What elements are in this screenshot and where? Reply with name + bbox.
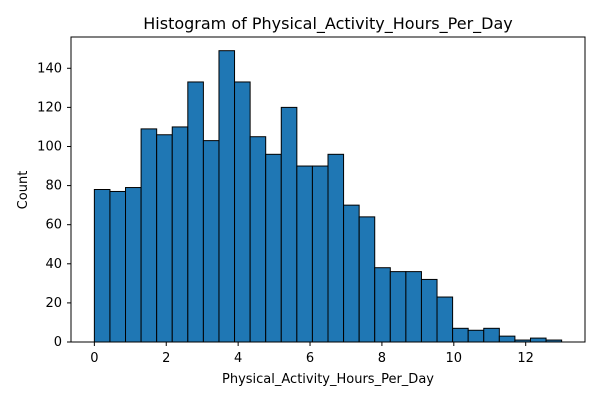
x-tick-label: 4	[234, 351, 242, 366]
histogram-bar	[93, 189, 111, 343]
histogram-bar	[420, 278, 438, 343]
histogram-bar	[311, 165, 329, 343]
histogram-bar	[218, 50, 236, 343]
y-tick-label: 20	[45, 296, 62, 311]
x-tick-label: 10	[446, 351, 463, 366]
chart-title: Histogram of Physical_Activity_Hours_Per…	[143, 14, 512, 34]
histogram-bar	[140, 128, 158, 343]
bars-layer	[93, 50, 563, 343]
histogram-bar	[327, 153, 345, 343]
x-tick-label: 2	[162, 351, 170, 366]
histogram-bar	[234, 81, 251, 343]
y-tick-label: 120	[37, 100, 62, 115]
histogram-bar	[436, 296, 454, 343]
y-tick-label: 100	[37, 139, 62, 154]
histogram-bar	[467, 329, 485, 343]
histogram-bar	[280, 106, 298, 343]
histogram-bar	[498, 335, 516, 343]
histogram-bar	[171, 126, 189, 343]
histogram-bar	[405, 271, 422, 343]
histogram-bar	[343, 204, 360, 343]
y-tick-label: 60	[45, 218, 62, 233]
x-tick-label: 6	[306, 351, 314, 366]
x-tick-label: 0	[90, 351, 98, 366]
y-tick-label: 0	[54, 335, 62, 350]
y-axis-label: Count	[16, 171, 31, 210]
histogram-bar	[529, 337, 547, 343]
histogram-bar	[265, 153, 282, 343]
histogram-bar	[202, 140, 220, 343]
histogram-bar	[125, 187, 142, 343]
histogram-bar	[452, 327, 469, 343]
y-tick-label: 80	[45, 179, 62, 194]
histogram-bar	[358, 216, 376, 343]
histogram-bar	[296, 165, 313, 343]
histogram-bar	[156, 134, 173, 343]
y-tick-label: 40	[45, 257, 62, 272]
histogram-bar	[374, 267, 391, 343]
histogram-bar	[249, 136, 267, 343]
histogram-bar	[483, 327, 500, 343]
y-tick-label: 140	[37, 61, 62, 76]
histogram-bar	[187, 81, 204, 343]
histogram-bar	[109, 190, 127, 343]
x-axis-label: Physical_Activity_Hours_Per_Day	[222, 372, 434, 387]
x-tick-label: 8	[378, 351, 386, 366]
plot-frame	[70, 36, 586, 343]
histogram-bar	[389, 271, 407, 343]
x-tick-label: 12	[517, 351, 534, 366]
